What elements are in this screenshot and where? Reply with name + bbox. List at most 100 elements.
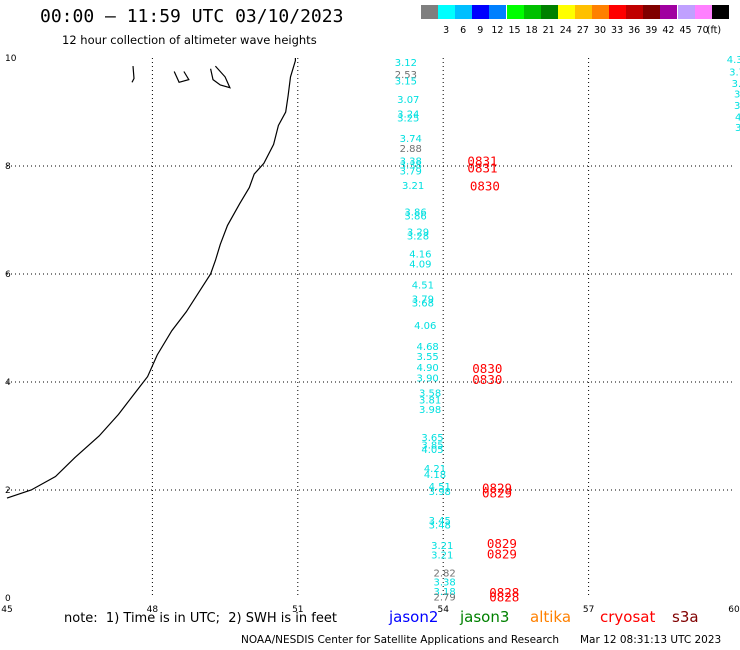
- pass-time-label: 0831: [467, 161, 497, 176]
- wave-height-label: 3.72: [732, 79, 740, 90]
- colorbar-label: 15: [508, 25, 521, 36]
- satellite-legend-s3a: s3a: [672, 608, 699, 626]
- pass-time-label: 0830: [470, 178, 500, 193]
- island-outline: [173, 71, 190, 84]
- wave-height-label: 3.98: [419, 405, 441, 416]
- wave-height-label: 3.81: [419, 395, 441, 406]
- colorbar-swatch: [455, 5, 473, 19]
- pass-time-label: 0831: [467, 154, 497, 169]
- colorbar-label: 30: [593, 25, 607, 36]
- satellite-legend-altika: altika: [530, 608, 572, 626]
- satellite-legend-cryosat: cryosat: [600, 608, 656, 626]
- colorbar-label: 39: [645, 25, 658, 36]
- wave-height-label: 3.85: [421, 441, 443, 452]
- wave-height-label: 3.73: [729, 68, 740, 79]
- wave-height-label: 3.48: [429, 521, 451, 532]
- wave-height-label: 3.79: [400, 166, 422, 177]
- pass-time-label: 0828: [489, 585, 519, 600]
- chart-title: 00:00 – 11:59 UTC 03/10/2023: [40, 6, 344, 27]
- wave-height-label: 4.51: [429, 482, 451, 493]
- colorbar-swatch: [506, 5, 524, 19]
- colorbar-swatch: [626, 5, 644, 19]
- y-tick-label: 6: [5, 270, 11, 280]
- pass-time-label: 0829: [487, 536, 517, 551]
- colorbar-label: 70: [696, 25, 709, 36]
- wave-height-label: 3.38: [400, 157, 422, 168]
- wave-height-label: 3.79: [412, 294, 434, 305]
- x-tick-label: 57: [583, 605, 594, 615]
- colorbar-swatch: [421, 5, 438, 19]
- wave-height-label: 3.38: [400, 160, 422, 171]
- island-outline: [210, 65, 231, 89]
- colorbar-swatch: [523, 5, 541, 19]
- colorbar-swatch: [574, 5, 592, 19]
- coastline: [6, 58, 296, 499]
- colorbar-swatch: [540, 5, 558, 19]
- colorbar-label: 9: [477, 25, 484, 36]
- wave-height-label: 3.9: [734, 101, 740, 112]
- colorbar-label: 21: [542, 25, 555, 36]
- colorbar-label: 42: [662, 25, 675, 36]
- x-tick-label: 54: [437, 605, 449, 615]
- pass-time-label: 0830: [472, 361, 502, 376]
- wave-height-label: 3.6: [734, 90, 740, 101]
- wave-height-label: 3.74: [400, 134, 422, 145]
- chart-subtitle: 12 hour collection of altimeter wave hei…: [62, 33, 317, 47]
- colorbar-label: 12: [491, 25, 504, 36]
- island-outline: [131, 66, 135, 83]
- wave-height-label: 3.18: [434, 587, 456, 598]
- wave-height-label: 3.55: [417, 352, 439, 363]
- wave-height-label: 3.15: [395, 77, 417, 88]
- wave-height-label: 3.86: [404, 207, 426, 218]
- pass-time-label: 0829: [487, 547, 517, 562]
- wave-height-label: 3.90: [417, 374, 439, 385]
- pass-time-label: 0829: [482, 480, 512, 495]
- wave-height-label: 3.12: [395, 58, 417, 69]
- colorbar-label: 24: [559, 25, 572, 36]
- colorbar-swatch: [694, 5, 712, 19]
- wave-height-label: 4.68: [417, 342, 439, 353]
- wave-height-label: 3: [735, 123, 740, 134]
- pass-time-label: 0828: [489, 589, 519, 604]
- wave-height-label: 2.79: [434, 592, 456, 603]
- wave-height-label: 3.29: [407, 227, 429, 238]
- wave-height-label: 4.37: [727, 55, 740, 66]
- wave-height-label: 3.98: [429, 487, 451, 498]
- wave-height-label: 3.24: [397, 110, 419, 121]
- wave-height-label: 4.16: [409, 249, 431, 260]
- wave-height-label: 3.07: [397, 95, 419, 106]
- colorbar-label: 18: [525, 25, 538, 36]
- y-tick-label: 0: [5, 594, 11, 604]
- colorbar-swatch: [489, 5, 507, 19]
- colorbar-label: 45: [679, 25, 692, 36]
- colorbar-swatch: [609, 5, 627, 19]
- wave-height-label: 3.21: [402, 181, 424, 192]
- colorbar-swatch: [472, 5, 490, 19]
- y-tick-label: 2: [5, 486, 11, 496]
- wave-height-label: 3.25: [397, 113, 419, 124]
- wave-height-label: 2.53: [395, 70, 417, 81]
- y-tick-label: 8: [5, 162, 11, 172]
- wave-height-label: 3.21: [431, 541, 453, 552]
- colorbar-label: 27: [576, 25, 589, 36]
- wave-height-label: 4.21: [424, 464, 446, 475]
- generated-timestamp: Mar 12 08:31:13 UTC 2023: [580, 634, 722, 646]
- wave-height-label: 4.51: [412, 280, 434, 291]
- wave-height-label: 3.45: [429, 516, 451, 527]
- wave-height-label: 3.38: [434, 577, 456, 588]
- pass-time-label: 0830: [472, 372, 502, 387]
- wave-height-label: 2.82: [434, 569, 456, 580]
- wave-height-label: 4.05: [421, 445, 443, 456]
- wave-height-label: 4.: [735, 112, 740, 123]
- x-tick-label: 48: [147, 605, 159, 615]
- colorbar-label: 3: [443, 25, 450, 36]
- x-tick-label: 60: [728, 605, 740, 615]
- wave-height-label: 4.06: [414, 321, 436, 332]
- colorbar-swatch: [677, 5, 695, 19]
- colorbar-label: 33: [611, 25, 624, 36]
- colorbar-swatch: [438, 5, 456, 19]
- colorbar-label: 36: [628, 25, 641, 36]
- x-tick-label: 45: [1, 605, 12, 615]
- wave-height-label: 3.65: [421, 433, 443, 444]
